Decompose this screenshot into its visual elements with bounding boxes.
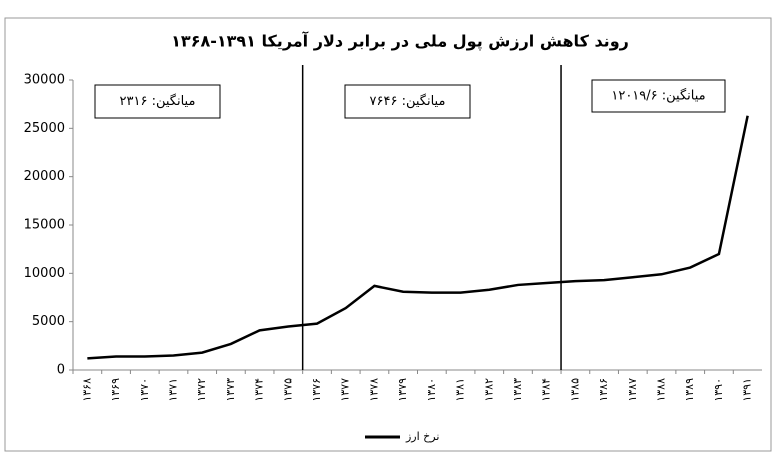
x-tick-label: ۱۳۷۲ — [195, 378, 208, 402]
y-tick-label: 0 — [57, 363, 65, 378]
annotation: میانگین: ۷۶۴۶ — [370, 93, 446, 109]
x-tick-label: ۱۳۶۹ — [109, 378, 122, 402]
x-tick-label: ۱۳۷۴ — [253, 378, 266, 402]
x-tick-label: ۱۳۷۱ — [166, 378, 179, 402]
annotation-box — [591, 79, 726, 113]
y-tick-label: 5000 — [32, 314, 65, 329]
x-tick-label: ۱۳۷۸ — [367, 378, 380, 402]
x-tick-label: ۱۳۷۹ — [396, 378, 409, 402]
x-tick-label: ۱۳۷۷ — [339, 378, 352, 402]
x-tick-label: ۱۳۸۴ — [540, 378, 553, 402]
x-tick-label: ۱۳۸۵ — [568, 378, 581, 402]
x-tick-label: ۱۳۷۰ — [138, 378, 151, 402]
x-tick-label: ۱۳۹۰ — [712, 378, 725, 402]
chart-title: روند کاهش ارزش پول ملی در برابر دلار آمر… — [171, 31, 629, 52]
x-tick-label: ۱۳۸۷ — [626, 378, 639, 402]
line-series — [87, 115, 749, 360]
x-tick-label: ۱۳۶۸ — [80, 378, 93, 402]
x-tick-label: ۱۳۸۸ — [655, 378, 668, 402]
x-tick-label: ۱۳۹۱ — [741, 378, 754, 402]
y-tick-label: 30000 — [24, 73, 65, 88]
legend-label: نرخ ارز — [405, 430, 439, 443]
x-tick-label: ۱۳۷۵ — [281, 378, 294, 402]
x-tick-label: ۱۳۸۱ — [454, 378, 467, 402]
y-tick-label: 20000 — [24, 169, 65, 184]
x-tick-label: ۱۳۸۳ — [511, 378, 524, 402]
annotation: میانگین: ۱۲۰۱۹/۶ — [611, 88, 705, 104]
x-tick-label: ۱۳۷۳ — [224, 378, 237, 402]
chart-frame — [4, 17, 772, 452]
y-tick-label: 25000 — [24, 121, 65, 136]
annotation-box — [94, 84, 221, 119]
x-tick-label: ۱۳۸۰ — [425, 378, 438, 402]
y-tick-label: 15000 — [24, 218, 65, 233]
x-tick-label: ۱۳۸۹ — [683, 378, 696, 402]
annotation-box — [344, 84, 471, 119]
x-tick-label: ۱۳۸۶ — [597, 378, 610, 402]
x-tick-label: ۱۳۷۶ — [310, 378, 323, 402]
y-tick-label: 10000 — [24, 266, 65, 281]
x-tick-label: ۱۳۸۲ — [482, 378, 495, 402]
annotation: میانگین: ۲۳۱۶ — [120, 93, 196, 109]
